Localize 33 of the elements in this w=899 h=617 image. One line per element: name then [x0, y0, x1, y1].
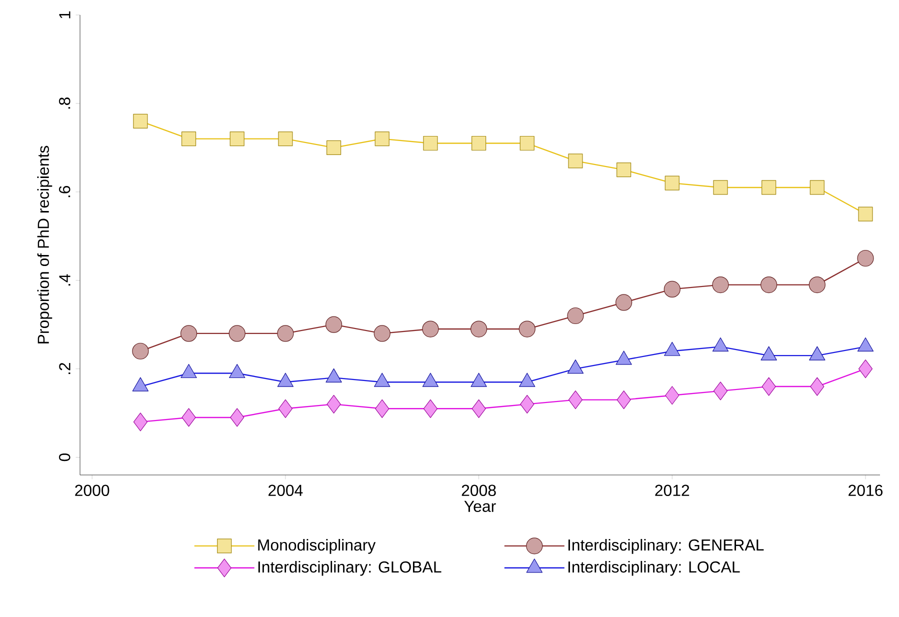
point: [470, 320, 488, 338]
point: [712, 276, 729, 294]
x-tick-label: 2012: [655, 484, 690, 496]
y-axis-title: Proportion of PhD recipients: [37, 146, 52, 344]
point: [857, 250, 874, 267]
point: [374, 325, 390, 342]
point: [616, 294, 632, 311]
y-tick-label: 0: [58, 453, 70, 462]
legend-label: Interdisciplinary: GLOBAL: [258, 560, 442, 576]
point: [325, 316, 342, 333]
point: [567, 307, 584, 324]
x-tick-label: 2016: [848, 484, 883, 496]
point: [422, 320, 439, 338]
y-tick-label: 1: [59, 11, 70, 18]
y-tick-label: .2: [59, 362, 70, 374]
point: [228, 325, 246, 342]
point: [180, 325, 198, 342]
y-tick-label: .4: [59, 274, 70, 286]
point: [132, 342, 149, 360]
y-tick-label: .8: [58, 97, 70, 109]
point: [664, 280, 680, 298]
point: [760, 276, 778, 294]
y-tick-label: .6: [58, 186, 70, 198]
legend-label: Interdisciplinary: GENERAL: [568, 538, 764, 554]
legend-label: Interdisciplinary: LOCAL: [568, 560, 740, 576]
point: [518, 320, 536, 338]
x-axis-title: Year: [464, 500, 496, 512]
x-tick-label: 2000: [75, 484, 110, 496]
legend-label: Monodisciplinary: [258, 538, 376, 554]
point: [277, 325, 294, 342]
point: [808, 276, 826, 294]
x-tick-label: 2004: [268, 484, 303, 496]
x-tick-label: 2008: [462, 484, 496, 496]
